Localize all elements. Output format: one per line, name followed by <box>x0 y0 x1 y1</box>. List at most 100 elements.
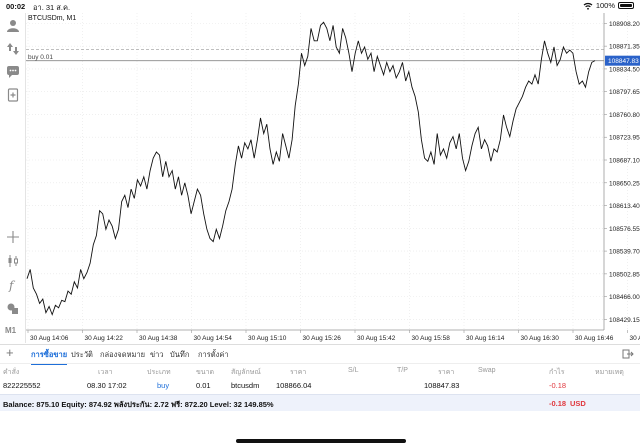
time-tick-label: 30 Aug 15:42 <box>357 335 396 342</box>
total-profit: -0.18 <box>549 399 567 408</box>
price-tick-label: 108576.55 <box>609 226 640 233</box>
order-open-price: 108866.04 <box>276 381 312 390</box>
col-volume: ขนาด <box>196 369 215 376</box>
tab-mailbox[interactable]: กล่องจดหมาย <box>100 350 146 359</box>
objects-tool[interactable] <box>5 301 21 317</box>
time-tick-label: 30 Aug 14:54 <box>194 335 233 342</box>
col-comment: หมายเหตุ <box>595 369 624 376</box>
chat-tool[interactable] <box>5 64 21 80</box>
terminal-tabs: + การซื้อขาย ประวัติ กล่องจดหมาย ข่าว บั… <box>0 344 640 365</box>
time-tick-label: 30 Aug 16:14 <box>466 335 505 342</box>
status-indicators: 100% <box>583 1 634 10</box>
account-tool[interactable] <box>5 18 21 34</box>
order-volume: 0.01 <box>196 381 211 390</box>
chat-bubble-icon <box>7 66 19 78</box>
indicators-tool[interactable]: f <box>5 277 21 293</box>
trade-tool[interactable] <box>5 41 21 57</box>
col-current-price: ราคา <box>438 369 455 376</box>
price-axis: 108908.20 108871.35 108834.50 108797.65 1087… <box>604 21 640 324</box>
candlestick-icon <box>8 255 18 267</box>
order-type: buy <box>157 381 170 390</box>
tab-trade[interactable]: การซื้อขาย <box>31 350 68 365</box>
time-tick-label: 30 Aug 14:06 <box>30 335 69 342</box>
crosshair-icon <box>7 231 19 243</box>
price-tick-label: 108834.50 <box>609 66 640 73</box>
price-tick-label: 108871.35 <box>609 44 640 51</box>
person-icon <box>7 20 19 32</box>
home-indicator[interactable] <box>236 439 406 443</box>
battery-icon <box>618 2 634 9</box>
currency: USD <box>570 399 586 408</box>
price-tick-label: 108908.20 <box>609 21 640 28</box>
clock: 00:02 <box>6 2 26 11</box>
order-symbol: btcusdm <box>231 381 260 390</box>
tab-news[interactable]: ข่าว <box>150 350 164 359</box>
tab-settings[interactable]: การตั้งค่า <box>198 350 229 359</box>
date: อา. 31 ส.ค. <box>33 3 71 12</box>
exit-icon[interactable] <box>622 348 634 360</box>
buy-position-label: buy 0.01 <box>28 54 53 61</box>
status-bar: 00:02 อา. 31 ส.ค. 100% <box>0 0 640 13</box>
account-summary: Balance: 875.10 Equity: 874.92 พลังประกั… <box>0 394 640 411</box>
chart-toolbar: f M1 <box>0 13 26 343</box>
price-tick-label: 108539.70 <box>609 249 640 256</box>
add-icon[interactable]: + <box>6 345 14 360</box>
price-tick-label: 108502.85 <box>609 271 640 278</box>
balance-text: Balance: 875.10 Equity: 874.92 พลังประกั… <box>3 400 274 409</box>
time-tick-label: 30 Aug 15:26 <box>303 335 342 342</box>
wifi-icon <box>583 2 593 10</box>
tab-history[interactable]: ประวัติ <box>71 350 93 359</box>
tab-journal[interactable]: บันทึก <box>170 350 190 359</box>
col-price: ราคา <box>290 369 307 376</box>
order-current-price: 108847.83 <box>424 381 460 390</box>
col-sl: S/L <box>348 367 359 374</box>
col-profit: กำไร <box>549 369 565 376</box>
price-tick-label: 108760.80 <box>609 112 640 119</box>
col-order: คำสั่ง <box>3 369 20 376</box>
time-tick-label: 30 Aug 15:58 <box>412 335 451 342</box>
chart-type-tool[interactable] <box>5 253 21 269</box>
chart-grid <box>26 13 628 331</box>
price-levels <box>26 49 604 62</box>
chart-canvas[interactable]: 108908.20 108871.35 108834.50 108797.65 1087… <box>26 13 640 343</box>
price-tick-label: 108466.00 <box>609 294 640 301</box>
order-id: 822225552 <box>3 381 41 390</box>
order-profit: -0.18 <box>549 381 567 390</box>
time-axis: 30 Aug 14:06 30 Aug 14:22 30 Aug 14:38 30 A… <box>27 330 640 342</box>
col-swap: Swap <box>478 367 496 374</box>
chart-symbol-title: BTCUSDm, M1 <box>28 15 77 22</box>
crosshair-tool[interactable] <box>5 229 21 245</box>
price-chart[interactable]: 108908.20 108871.35 108834.50 108797.65 1087… <box>26 13 640 343</box>
add-document-icon <box>7 88 19 102</box>
timeframe-button[interactable]: M1 <box>5 326 17 335</box>
col-time: เวลา <box>98 369 113 376</box>
col-symbol: สัญลักษณ์ <box>231 369 261 376</box>
time-tick-label: 30 Aug 15:10 <box>248 335 287 342</box>
col-tp: T/P <box>397 367 408 374</box>
price-tick-label: 108797.65 <box>609 89 640 96</box>
time-tick-label: 30 Aug 17:02 <box>630 335 640 342</box>
time-tick-label: 30 Aug 16:30 <box>521 335 560 342</box>
time-tick-label: 30 Aug 14:22 <box>85 335 124 342</box>
price-line-series <box>26 21 596 316</box>
new-order-tool[interactable] <box>5 87 21 103</box>
price-tick-label: 108429.15 <box>609 317 640 324</box>
time-tick-label: 30 Aug 16:46 <box>575 335 614 342</box>
battery-percent: 100% <box>595 1 615 10</box>
svg-text:f: f <box>8 279 16 293</box>
price-tick-label: 108723.95 <box>609 135 640 142</box>
price-tick-label: 108613.40 <box>609 203 640 210</box>
function-icon: f <box>8 279 16 293</box>
table-row[interactable]: 822225552 08.30 17:02 buy 0.01 btcusdm 1… <box>0 378 640 394</box>
positions-table-header: คำสั่ง เวลา ประเภท ขนาด สัญลักษณ์ ราคา S… <box>0 363 640 377</box>
current-price-tag-box <box>605 55 640 66</box>
order-time: 08.30 17:02 <box>87 381 127 390</box>
current-price-tag-label: 108847.83 <box>608 58 639 65</box>
shapes-icon <box>7 303 18 314</box>
price-tick-label: 108687.10 <box>609 158 640 165</box>
price-tick-label: 108650.25 <box>609 180 640 187</box>
arrows-updown-icon <box>7 43 19 55</box>
time-tick-label: 30 Aug 14:38 <box>139 335 178 342</box>
col-type: ประเภท <box>147 369 171 376</box>
current-price-tag: 108847.83 <box>605 55 640 66</box>
